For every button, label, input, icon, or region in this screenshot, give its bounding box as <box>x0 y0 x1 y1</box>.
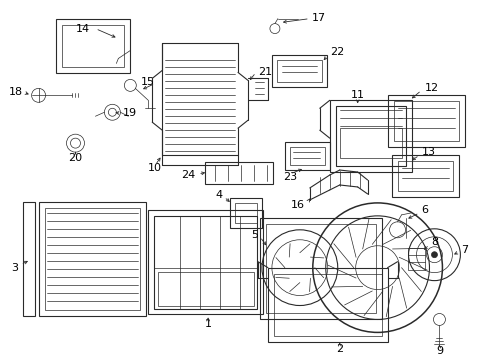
Bar <box>339 128 401 158</box>
Text: 3: 3 <box>12 263 19 273</box>
Text: 10: 10 <box>148 163 162 173</box>
Text: 1: 1 <box>204 319 211 329</box>
Bar <box>235 203 256 223</box>
Bar <box>276 60 321 82</box>
Bar <box>387 95 465 147</box>
Text: 16: 16 <box>290 200 304 210</box>
Bar <box>273 274 381 336</box>
Bar <box>229 198 262 228</box>
Bar <box>56 19 130 73</box>
Bar <box>260 218 381 319</box>
Bar <box>148 210 263 315</box>
Bar <box>265 224 375 314</box>
Text: 14: 14 <box>76 24 90 33</box>
Text: 6: 6 <box>421 205 427 215</box>
Bar <box>285 142 329 170</box>
Bar <box>22 202 35 316</box>
Text: 20: 20 <box>68 153 82 163</box>
Bar <box>61 24 124 67</box>
Text: 13: 13 <box>421 147 435 157</box>
Text: 5: 5 <box>250 230 258 240</box>
Bar <box>44 208 140 310</box>
Text: 18: 18 <box>8 87 22 97</box>
Text: 17: 17 <box>311 13 325 23</box>
Text: 12: 12 <box>424 84 438 93</box>
Text: 9: 9 <box>435 346 442 356</box>
Bar <box>154 216 256 309</box>
Bar <box>335 106 405 166</box>
Text: 19: 19 <box>122 108 136 118</box>
Bar <box>158 272 253 306</box>
Text: 24: 24 <box>181 170 195 180</box>
Text: 11: 11 <box>350 90 364 100</box>
Circle shape <box>430 252 437 258</box>
Bar <box>397 161 452 191</box>
Bar <box>267 268 387 342</box>
Text: 8: 8 <box>430 237 438 247</box>
Text: 7: 7 <box>461 245 468 255</box>
Text: 4: 4 <box>215 190 222 200</box>
Bar <box>391 155 458 197</box>
Bar <box>39 202 146 316</box>
Bar <box>271 55 326 87</box>
Bar <box>393 101 458 141</box>
Bar <box>204 162 272 184</box>
Text: 15: 15 <box>141 77 155 87</box>
Bar <box>407 248 425 270</box>
Text: 23: 23 <box>282 172 296 182</box>
Text: 2: 2 <box>335 345 343 354</box>
Text: 21: 21 <box>258 67 271 77</box>
Bar <box>329 100 411 172</box>
Text: 22: 22 <box>329 48 343 58</box>
Bar <box>289 147 324 165</box>
